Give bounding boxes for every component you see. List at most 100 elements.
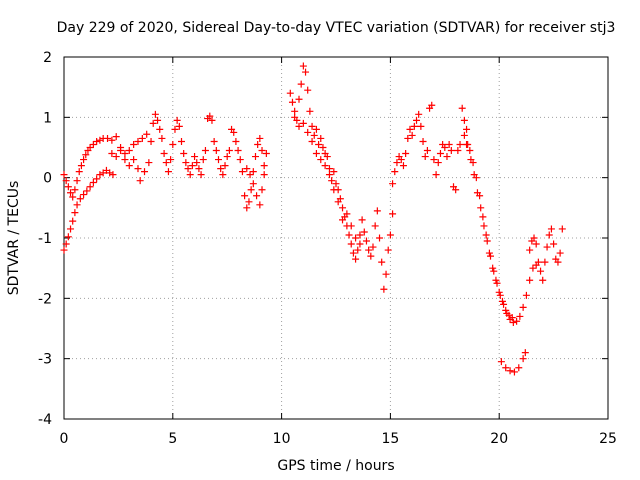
data-point [413, 116, 421, 124]
data-point [221, 162, 229, 170]
series-SDTVAR-2h-5h [108, 110, 199, 185]
data-point [219, 171, 227, 179]
data-point [328, 177, 336, 185]
data-point [515, 364, 523, 372]
data-point [556, 249, 564, 257]
data-point [373, 207, 381, 215]
data-point [206, 112, 214, 120]
data-point [509, 318, 517, 326]
data-point [308, 137, 316, 145]
data-point [143, 130, 151, 138]
data-point [96, 136, 104, 144]
data-point [173, 116, 181, 124]
data-point [510, 368, 518, 376]
data-point [423, 147, 431, 155]
data-point [180, 150, 188, 158]
x-tick-label: 20 [490, 431, 508, 447]
data-point [225, 147, 233, 155]
data-point [108, 150, 116, 158]
chart-title: Day 229 of 2020, Sidereal Day-to-day VTE… [57, 20, 616, 36]
data-point [217, 165, 225, 173]
data-point [434, 159, 442, 167]
data-point [249, 168, 257, 176]
data-point [312, 150, 320, 158]
data-point [460, 131, 468, 139]
data-point [64, 233, 72, 241]
series-SDTVAR-10h-15h [286, 62, 397, 293]
data-point [436, 150, 444, 158]
data-point [380, 285, 388, 293]
data-point [243, 204, 251, 212]
data-point [241, 192, 249, 200]
data-point [109, 171, 117, 179]
data-point [93, 175, 101, 183]
data-point [69, 193, 77, 201]
data-point [169, 140, 177, 148]
data-point [138, 134, 146, 142]
series-SDTVAR-upper-arm [60, 130, 151, 201]
data-point [299, 119, 307, 127]
data-point [513, 317, 521, 325]
data-point [490, 267, 498, 275]
data-point [421, 153, 429, 161]
data-point [399, 162, 407, 170]
data-point [502, 364, 510, 372]
data-point [60, 171, 68, 179]
data-point [534, 258, 542, 266]
data-point [502, 306, 510, 314]
data-point [406, 125, 414, 133]
data-point [343, 210, 351, 218]
data-point [104, 134, 112, 142]
data-point [134, 137, 142, 145]
data-point [112, 133, 120, 141]
data-point [539, 276, 547, 284]
data-point [167, 156, 175, 164]
data-point [330, 168, 338, 176]
data-point [86, 183, 94, 191]
data-point [347, 222, 355, 230]
data-point [317, 156, 325, 164]
data-point [117, 147, 125, 155]
data-point [304, 128, 312, 136]
data-point [60, 246, 68, 254]
data-point [260, 162, 268, 170]
data-point [295, 95, 303, 103]
data-point [243, 165, 251, 173]
data-point [256, 201, 264, 209]
data-point [441, 144, 449, 151]
data-point [302, 68, 310, 76]
data-point [506, 367, 514, 375]
data-point [73, 177, 81, 185]
data-point [430, 156, 438, 164]
data-point [251, 153, 259, 161]
data-point [352, 255, 360, 263]
data-point [171, 125, 179, 133]
data-point [443, 153, 451, 161]
series-SDTVAR-6h-9h [193, 112, 268, 212]
data-point [339, 204, 347, 212]
data-point [469, 159, 477, 167]
data-point [130, 156, 138, 164]
y-tick-label: -4 [38, 412, 52, 428]
y-tick-label: 2 [43, 50, 52, 66]
data-point [212, 147, 220, 155]
data-point [291, 113, 299, 121]
data-point [149, 119, 157, 127]
data-point [508, 314, 516, 322]
data-point [360, 228, 368, 236]
data-point [543, 243, 551, 251]
data-point [64, 183, 72, 191]
data-point [130, 140, 138, 148]
data-point [147, 137, 155, 145]
data-point [483, 237, 491, 245]
data-point [460, 116, 468, 124]
data-point [492, 276, 500, 284]
data-point [479, 213, 487, 221]
data-point [496, 291, 504, 299]
data-point [256, 134, 264, 142]
data-point [529, 264, 537, 272]
data-point [325, 165, 333, 173]
data-point [247, 186, 255, 194]
data-point [498, 297, 506, 305]
data-point [182, 159, 190, 167]
